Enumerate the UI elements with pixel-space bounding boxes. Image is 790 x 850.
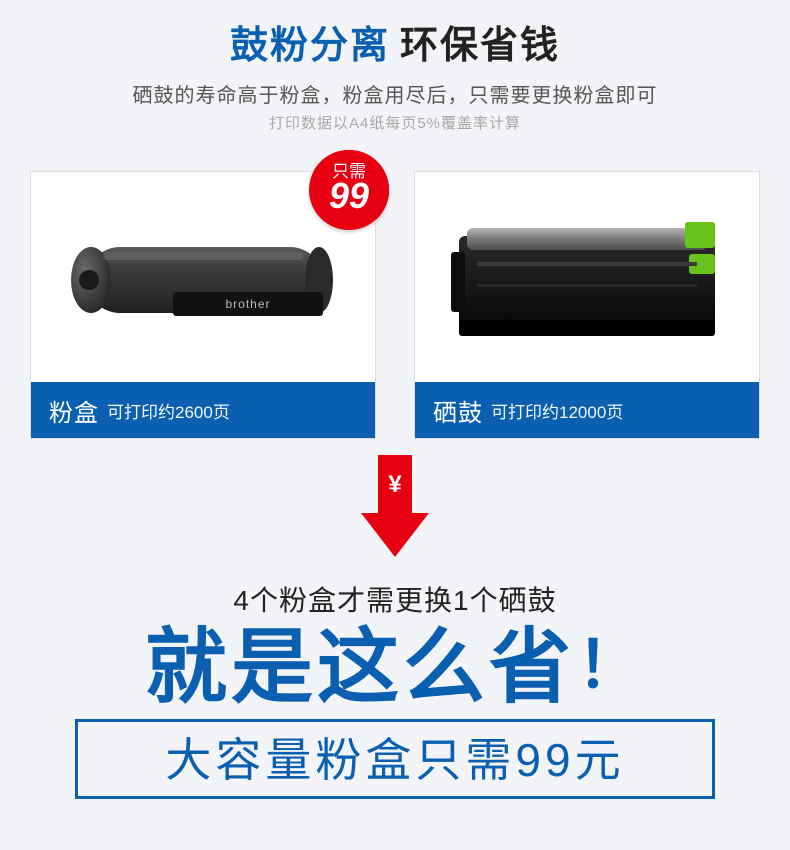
title-rest: 环保省钱 bbox=[400, 25, 560, 67]
drum-caption: 硒鼓 可打印约12000页 bbox=[415, 382, 759, 438]
toner-card: 只需 99 bbox=[30, 171, 376, 439]
down-arrow-wrap: ¥ bbox=[0, 455, 790, 565]
drum-caption-name: 硒鼓 bbox=[433, 393, 483, 428]
toner-cartridge-icon: brother bbox=[53, 192, 353, 362]
arrow-yen: ¥ bbox=[388, 471, 401, 499]
framed-subline: 大容量粉盒只需99元 bbox=[75, 719, 715, 799]
badge-price: 99 bbox=[329, 178, 369, 214]
big-headline-text: 就是这么省 bbox=[145, 622, 575, 713]
down-arrow-icon: ¥ bbox=[360, 455, 430, 565]
toner-caption: 粉盒 可打印约2600页 bbox=[31, 382, 375, 438]
product-cards-row: 只需 99 bbox=[30, 171, 760, 439]
drum-unit-icon bbox=[437, 192, 737, 362]
ratio-text: 4个粉盒才需更换1个硒鼓 bbox=[0, 579, 790, 619]
subtitle-2: 打印数据以A4纸每页5%覆盖率计算 bbox=[0, 112, 790, 133]
heading-block: 鼓粉分离环保省钱 硒鼓的寿命高于粉盒，粉盒用尽后，只需要更换粉盒即可 打印数据以… bbox=[0, 14, 790, 133]
framed-subline-text: 大容量粉盒只需99元 bbox=[165, 734, 624, 786]
svg-text:brother: brother bbox=[225, 297, 270, 311]
title-accent: 鼓粉分离 bbox=[230, 25, 390, 67]
infographic-page: 鼓粉分离环保省钱 硒鼓的寿命高于粉盒，粉盒用尽后，只需要更换粉盒即可 打印数据以… bbox=[0, 0, 790, 850]
price-badge: 只需 99 bbox=[309, 150, 389, 230]
big-headline: 就是这么省！ bbox=[0, 625, 790, 711]
main-title: 鼓粉分离环保省钱 bbox=[230, 25, 560, 67]
toner-caption-detail: 可打印约2600页 bbox=[107, 398, 230, 423]
drum-card: 硒鼓 可打印约12000页 bbox=[414, 171, 760, 439]
drum-image bbox=[415, 172, 759, 382]
drum-caption-detail: 可打印约12000页 bbox=[491, 398, 623, 423]
toner-caption-name: 粉盒 bbox=[49, 393, 99, 428]
subtitle-1: 硒鼓的寿命高于粉盒，粉盒用尽后，只需要更换粉盒即可 bbox=[0, 79, 790, 108]
big-headline-excl: ！ bbox=[577, 629, 645, 701]
